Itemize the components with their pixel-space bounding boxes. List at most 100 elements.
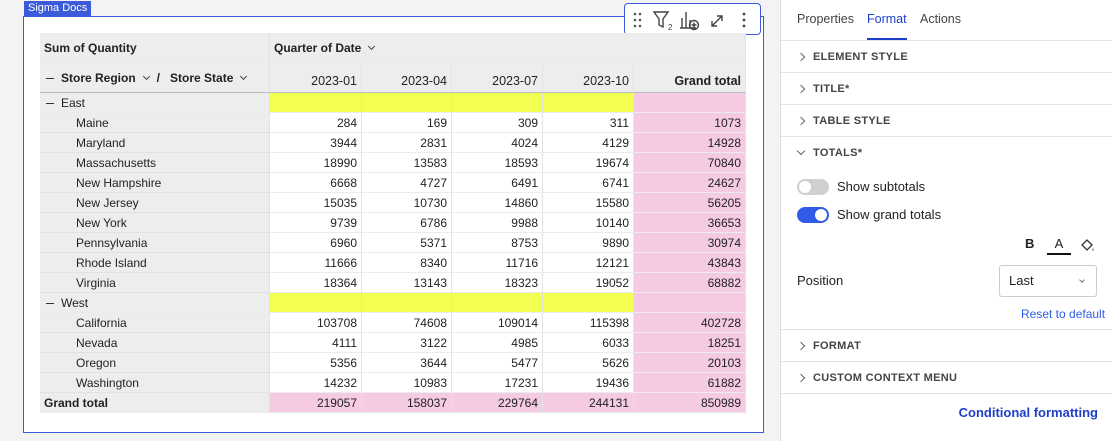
value-cell: 14860 <box>452 193 543 213</box>
drag-handle[interactable] <box>633 12 642 28</box>
value-cell: 9988 <box>452 213 543 233</box>
position-label: Position <box>797 273 844 288</box>
value-cell: 10730 <box>362 193 452 213</box>
value-cell: 74608 <box>362 313 452 333</box>
value-cell: 43843 <box>634 253 746 273</box>
section-header[interactable]: ELEMENT STYLE <box>781 41 1112 73</box>
value-cell: 20103 <box>634 353 746 373</box>
filter-icon[interactable]: 2 <box>652 11 673 32</box>
value-cell: 18990 <box>270 153 362 173</box>
row-header: Oregon <box>40 353 270 373</box>
toggle-label: Show grand totals <box>837 207 942 222</box>
section-header[interactable]: CUSTOM CONTEXT MENU <box>781 362 1112 394</box>
group-cell <box>543 293 634 313</box>
value-cell: 4024 <box>452 133 543 153</box>
value-cell: 3644 <box>362 353 452 373</box>
position-value: Last <box>1009 273 1034 288</box>
value-cell: 15035 <box>270 193 362 213</box>
separator: / <box>156 71 161 85</box>
svg-text:2: 2 <box>668 23 673 32</box>
pivot-table: Sum of Quantity Quarter of Date Store Regi… <box>40 33 746 413</box>
value-cell: 6668 <box>270 173 362 193</box>
section-header[interactable]: TABLE STYLE <box>781 105 1112 137</box>
chart-add-icon[interactable] <box>680 12 700 31</box>
color-button[interactable]: A <box>1047 236 1071 255</box>
section-header[interactable]: FORMAT <box>781 330 1112 362</box>
group-row-header: East <box>40 93 270 113</box>
chevron <box>796 341 806 351</box>
value-cell: 311 <box>543 113 634 133</box>
value-cell: 30974 <box>634 233 746 253</box>
group-cell <box>634 293 746 313</box>
tab[interactable]: Format <box>867 12 907 40</box>
column-header: 2023-01 <box>270 63 362 93</box>
group-name: East <box>61 96 86 110</box>
value-cell: 56205 <box>634 193 746 213</box>
more-icon[interactable] <box>742 12 746 28</box>
value-cell: 19674 <box>543 153 634 173</box>
value-cell: 18323 <box>452 273 543 293</box>
column-field-header: Quarter of Date <box>270 33 746 63</box>
group-row-header: West <box>40 293 270 313</box>
value-cell: 5626 <box>543 353 634 373</box>
value-cell: 17231 <box>452 373 543 393</box>
toggle[interactable] <box>797 179 829 195</box>
value-cell: 309 <box>452 113 543 133</box>
row-fields-header: Store Region / Store State <box>40 63 270 93</box>
group-cell <box>362 293 452 313</box>
dropdown-caret[interactable] <box>368 42 376 51</box>
grand-total-cell: 158037 <box>362 393 452 413</box>
value-cell: 18364 <box>270 273 362 293</box>
section-header[interactable]: TITLE* <box>781 73 1112 105</box>
position-dropdown[interactable]: Last <box>999 265 1097 297</box>
reset-link[interactable]: Reset to default <box>1021 307 1106 321</box>
value-cell: 4129 <box>543 133 634 153</box>
value-cell: 402728 <box>634 313 746 333</box>
tab[interactable]: Actions <box>920 12 961 26</box>
row-header: Maine <box>40 113 270 133</box>
row-header: New York <box>40 213 270 233</box>
row-header: New Jersey <box>40 193 270 213</box>
row-header: Virginia <box>40 273 270 293</box>
row-header: California <box>40 313 270 333</box>
value-cell: 284 <box>270 113 362 133</box>
chevron <box>796 116 806 126</box>
toolbar-icons: 2 <box>633 11 746 32</box>
section-title: FORMAT <box>813 340 862 352</box>
value-cell: 6960 <box>270 233 362 253</box>
conditional-formatting-link[interactable]: Conditional formatting <box>958 405 1098 420</box>
grand-total-cell: 244131 <box>543 393 634 413</box>
chevron <box>796 84 806 94</box>
value-cell: 4727 <box>362 173 452 193</box>
toggle[interactable] <box>797 207 829 223</box>
collapse-all <box>46 78 54 80</box>
bold-button[interactable]: B <box>1025 236 1035 251</box>
value-cell: 103708 <box>270 313 362 333</box>
toggle-knob <box>799 181 811 193</box>
expand-icon[interactable] <box>711 15 723 27</box>
format-panel: Properties Format Actions ELEMENT STYLE TITL… <box>780 0 1112 441</box>
value-cell: 11716 <box>452 253 543 273</box>
fill-color-button[interactable] <box>1079 237 1095 253</box>
value-cell: 6786 <box>362 213 452 233</box>
value-cell: 6033 <box>543 333 634 353</box>
dropdown-caret[interactable] <box>240 72 248 81</box>
collapse-toggle <box>46 103 54 105</box>
dropdown-caret[interactable] <box>1079 277 1085 283</box>
group-cell <box>452 293 543 313</box>
value-cell: 109014 <box>452 313 543 333</box>
tab[interactable]: Properties <box>797 12 854 26</box>
dropdown-caret[interactable] <box>142 72 150 81</box>
group-cell <box>362 93 452 113</box>
value-cell: 5356 <box>270 353 362 373</box>
row-header: Maryland <box>40 133 270 153</box>
column-header: Grand total <box>634 63 746 93</box>
column-header: 2023-07 <box>452 63 543 93</box>
value-cell: 68882 <box>634 273 746 293</box>
value-cell: 13583 <box>362 153 452 173</box>
row-header: Pennsylvania <box>40 233 270 253</box>
value-cell: 5477 <box>452 353 543 373</box>
section-header[interactable]: TOTALS* <box>781 137 1112 169</box>
column-field: Quarter of Date <box>274 41 362 55</box>
